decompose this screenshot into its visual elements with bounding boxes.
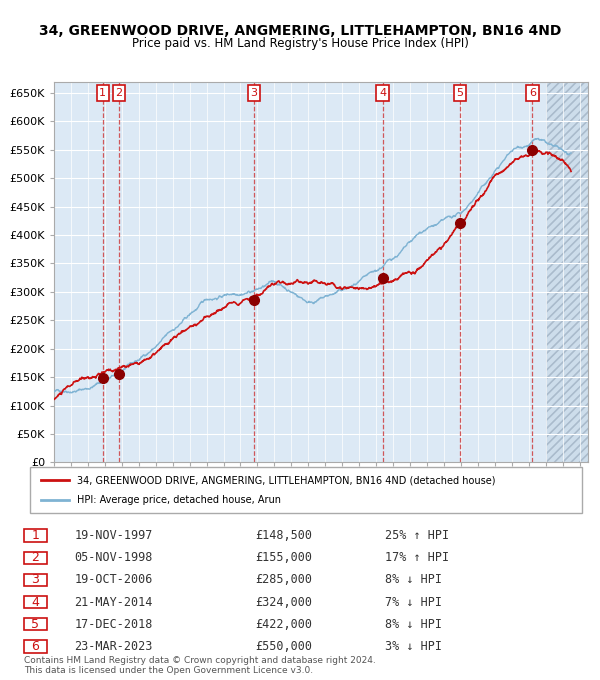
Text: 34, GREENWOOD DRIVE, ANGMERING, LITTLEHAMPTON, BN16 4ND: 34, GREENWOOD DRIVE, ANGMERING, LITTLEHA…: [39, 24, 561, 38]
Text: 1: 1: [100, 88, 106, 98]
FancyBboxPatch shape: [23, 551, 47, 564]
Text: £148,500: £148,500: [255, 529, 312, 542]
Text: 25% ↑ HPI: 25% ↑ HPI: [385, 529, 449, 542]
Text: £324,000: £324,000: [255, 596, 312, 609]
Text: 3: 3: [251, 88, 257, 98]
FancyBboxPatch shape: [30, 467, 582, 513]
Text: 23-MAR-2023: 23-MAR-2023: [74, 640, 153, 653]
Text: 4: 4: [379, 88, 386, 98]
Text: 1: 1: [32, 529, 40, 542]
FancyBboxPatch shape: [23, 596, 47, 609]
Text: Contains HM Land Registry data © Crown copyright and database right 2024.: Contains HM Land Registry data © Crown c…: [24, 656, 376, 665]
Bar: [545, 82, 588, 462]
Text: 19-OCT-2006: 19-OCT-2006: [74, 573, 153, 586]
Text: 5: 5: [457, 88, 464, 98]
FancyBboxPatch shape: [23, 618, 47, 630]
Text: £550,000: £550,000: [255, 640, 312, 653]
Text: 3: 3: [32, 573, 40, 586]
FancyBboxPatch shape: [23, 530, 47, 542]
Text: 3% ↓ HPI: 3% ↓ HPI: [385, 640, 442, 653]
Text: 21-MAY-2014: 21-MAY-2014: [74, 596, 153, 609]
Text: 8% ↓ HPI: 8% ↓ HPI: [385, 617, 442, 630]
Text: 8% ↓ HPI: 8% ↓ HPI: [385, 573, 442, 586]
Text: 5: 5: [31, 617, 40, 630]
Text: 19-NOV-1997: 19-NOV-1997: [74, 529, 153, 542]
FancyBboxPatch shape: [23, 574, 47, 586]
Text: 17% ↑ HPI: 17% ↑ HPI: [385, 551, 449, 564]
Text: £422,000: £422,000: [255, 617, 312, 630]
Bar: [545, 82, 588, 462]
Text: £285,000: £285,000: [255, 573, 312, 586]
Text: This data is licensed under the Open Government Licence v3.0.: This data is licensed under the Open Gov…: [24, 666, 313, 675]
Text: 6: 6: [529, 88, 536, 98]
Text: 7% ↓ HPI: 7% ↓ HPI: [385, 596, 442, 609]
Text: 2: 2: [116, 88, 122, 98]
Text: 17-DEC-2018: 17-DEC-2018: [74, 617, 153, 630]
Text: 34, GREENWOOD DRIVE, ANGMERING, LITTLEHAMPTON, BN16 4ND (detached house): 34, GREENWOOD DRIVE, ANGMERING, LITTLEHA…: [77, 475, 496, 485]
Text: 4: 4: [32, 596, 40, 609]
Text: 6: 6: [32, 640, 40, 653]
Text: Price paid vs. HM Land Registry's House Price Index (HPI): Price paid vs. HM Land Registry's House …: [131, 37, 469, 50]
Text: HPI: Average price, detached house, Arun: HPI: Average price, detached house, Arun: [77, 496, 281, 505]
FancyBboxPatch shape: [23, 640, 47, 653]
Text: 05-NOV-1998: 05-NOV-1998: [74, 551, 153, 564]
Text: 2: 2: [32, 551, 40, 564]
Text: £155,000: £155,000: [255, 551, 312, 564]
